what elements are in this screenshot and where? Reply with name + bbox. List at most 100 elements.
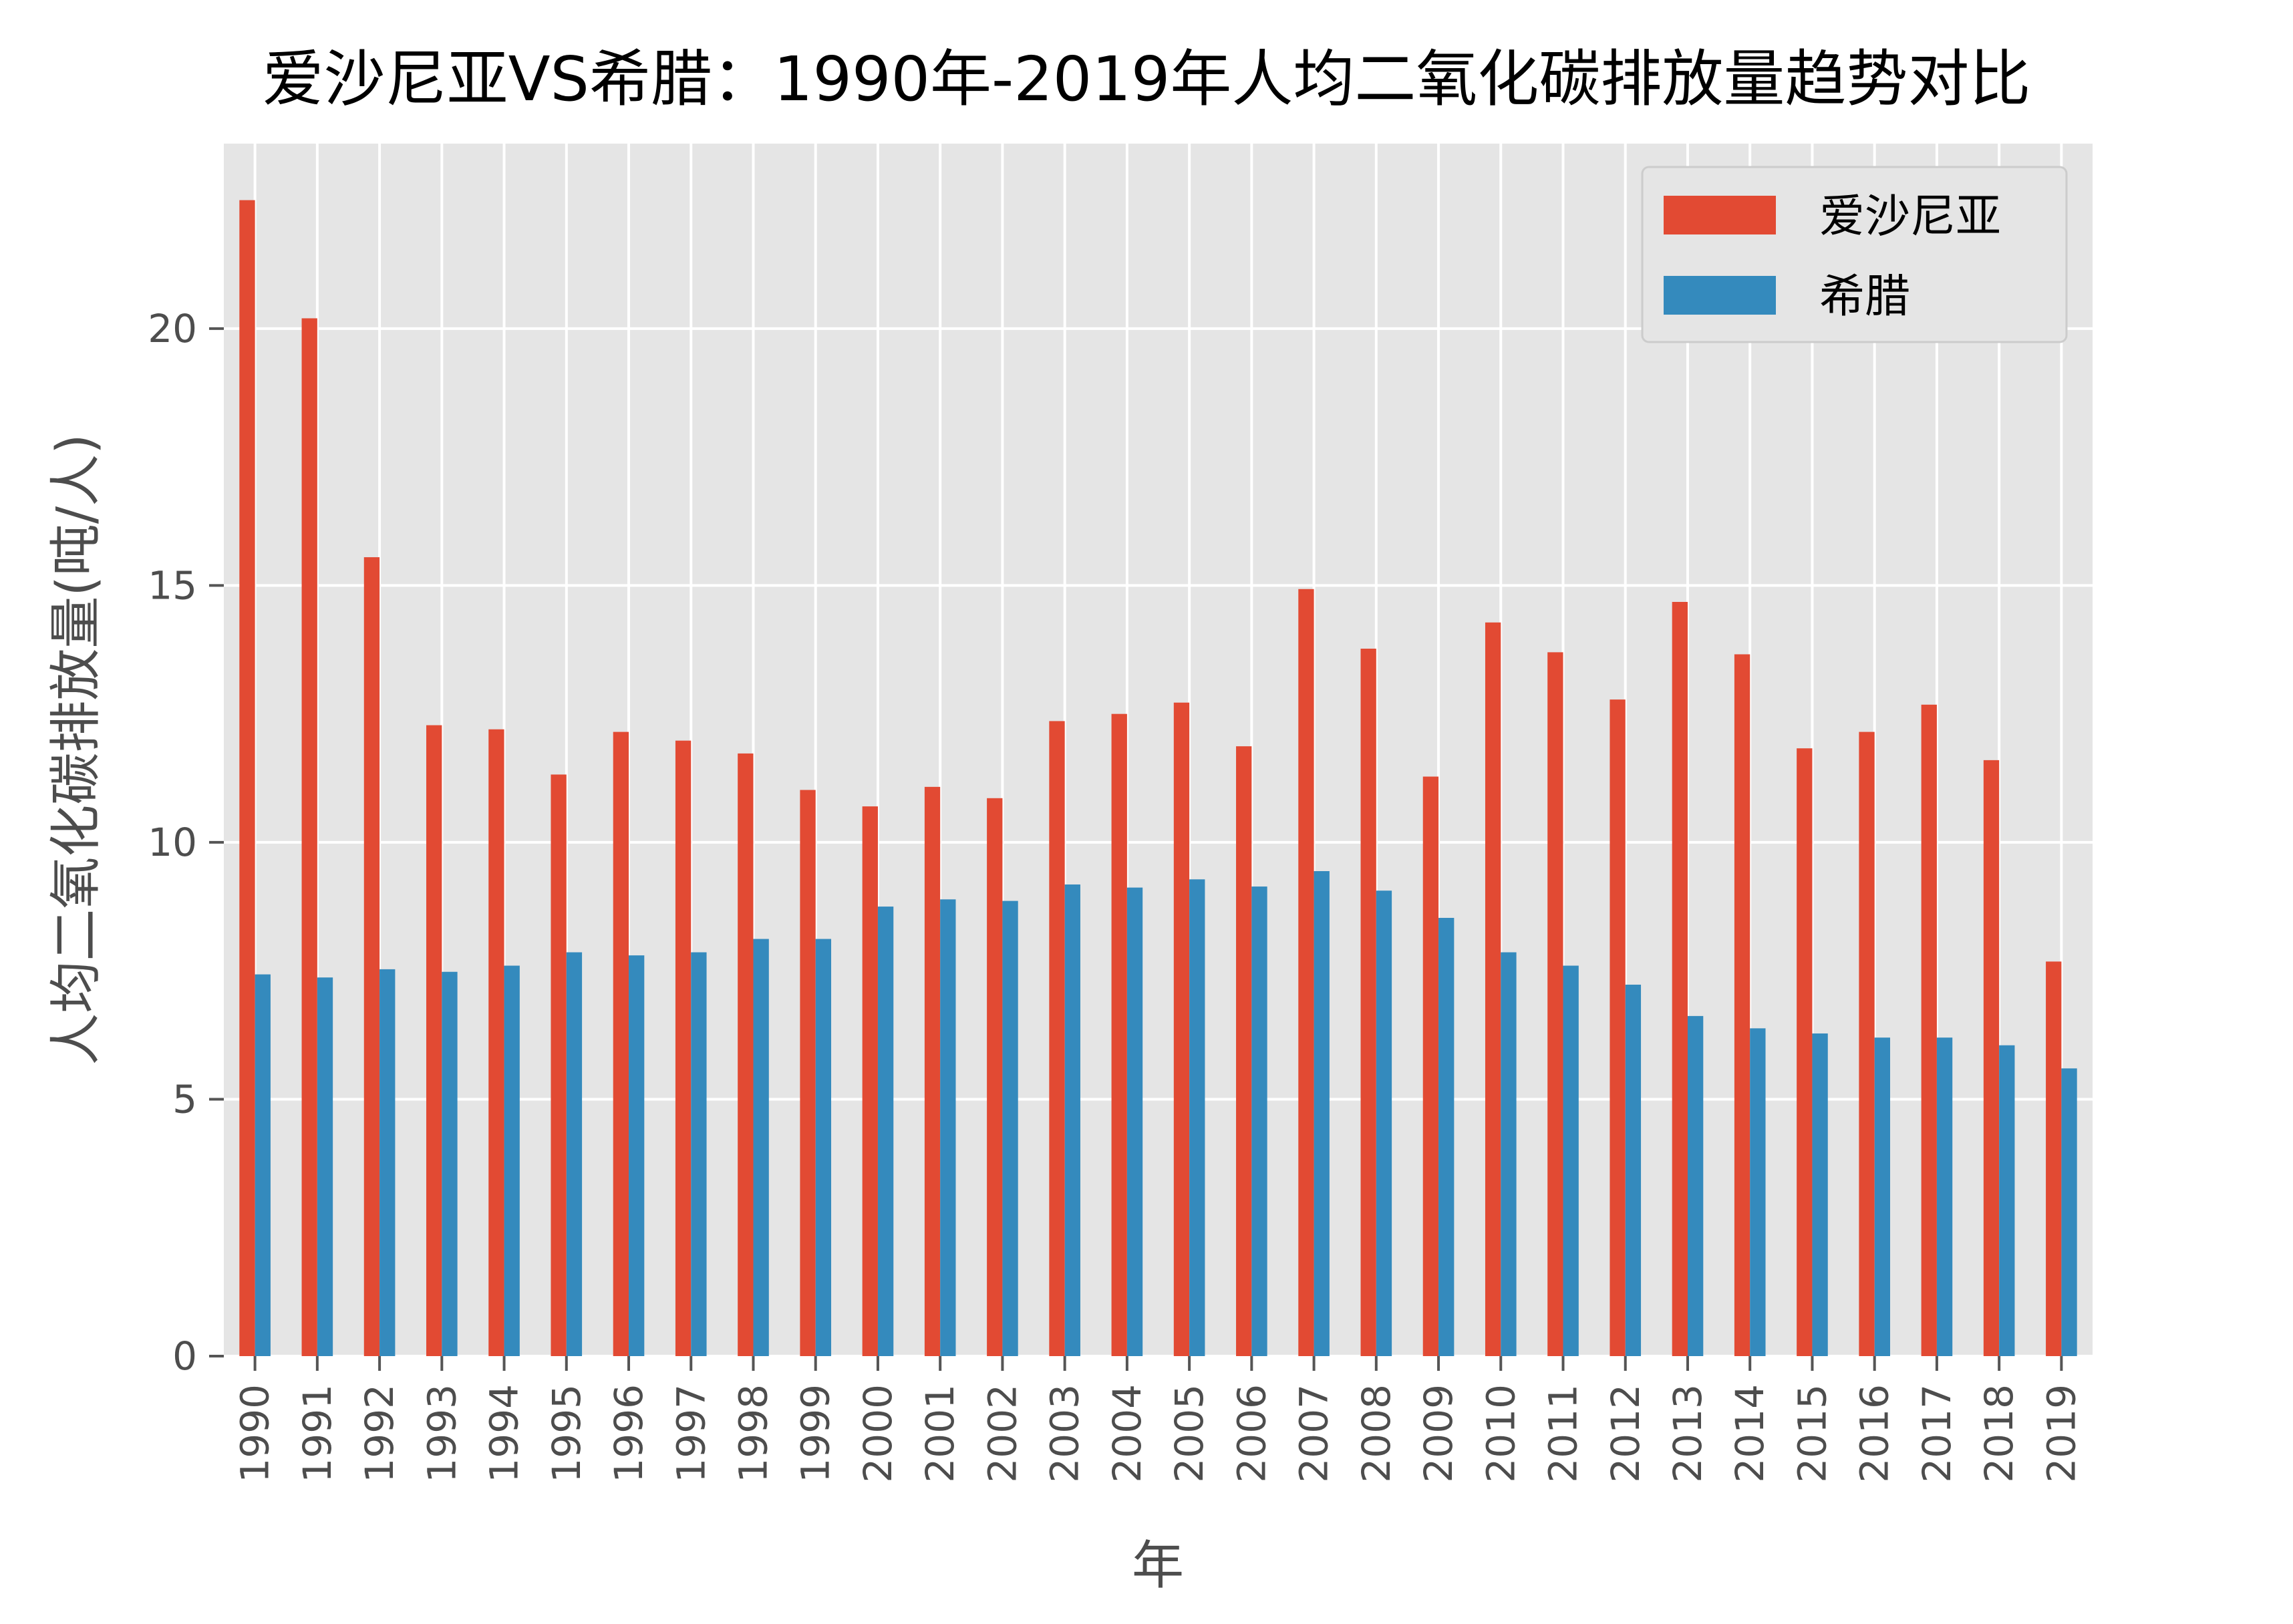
bar-greece-2013	[1687, 1015, 1704, 1356]
x-tick-label-2000: 2000	[855, 1384, 901, 1483]
bar-greece-1991	[317, 977, 333, 1356]
bar-estonia-1995	[551, 774, 567, 1356]
x-tick-label-1994: 1994	[482, 1384, 527, 1483]
bar-greece-2014	[1750, 1028, 1766, 1356]
bar-greece-2011	[1563, 965, 1579, 1356]
bar-greece-1995	[566, 952, 583, 1356]
x-tick-label-2019: 2019	[2038, 1384, 2084, 1483]
x-tick-label-1997: 1997	[668, 1384, 714, 1483]
bar-estonia-2016	[1859, 732, 1875, 1356]
bar-greece-2018	[1999, 1045, 2015, 1356]
x-tick-label-1993: 1993	[419, 1384, 464, 1483]
legend-swatch-estonia	[1664, 196, 1776, 234]
x-tick-label-1990: 1990	[233, 1384, 278, 1483]
bar-estonia-2019	[2046, 961, 2062, 1356]
bar-greece-2017	[1936, 1037, 1953, 1356]
bar-estonia-2007	[1298, 589, 1314, 1357]
y-tick-label-0: 0	[172, 1333, 197, 1379]
bar-greece-1990	[255, 974, 271, 1356]
x-tick-label-2010: 2010	[1478, 1384, 1523, 1483]
plot-area	[224, 144, 2093, 1356]
bar-estonia-2012	[1610, 699, 1626, 1356]
x-tick-label-2005: 2005	[1167, 1384, 1212, 1483]
bar-greece-2002	[1002, 901, 1018, 1356]
x-tick-label-1996: 1996	[606, 1384, 651, 1483]
bar-estonia-2003	[1049, 721, 1065, 1356]
bar-greece-2004	[1126, 887, 1143, 1356]
bar-estonia-2004	[1111, 713, 1127, 1356]
bar-greece-2007	[1314, 871, 1330, 1356]
x-tick-label-1999: 1999	[793, 1384, 838, 1483]
x-tick-label-2011: 2011	[1541, 1384, 1586, 1483]
bar-greece-2010	[1501, 952, 1517, 1356]
bar-estonia-1996	[613, 732, 629, 1356]
bar-estonia-1998	[738, 753, 754, 1356]
bar-greece-1997	[691, 952, 707, 1356]
bar-estonia-2015	[1797, 748, 1813, 1356]
bar-greece-1994	[504, 965, 520, 1356]
bar-greece-2000	[877, 907, 894, 1356]
legend: 爱沙尼亚 希腊	[1641, 166, 2068, 343]
x-tick-label-1992: 1992	[357, 1384, 402, 1483]
x-tick-label-2009: 2009	[1416, 1384, 1461, 1483]
y-axis-label: 人均二氧化碳排放量(吨/人)	[46, 434, 106, 1065]
x-axis: 1990 1991 1992 1993 1994 1995 1996 1997 1998 1999…	[233, 1356, 2084, 1483]
bar-estonia-2018	[1983, 760, 2000, 1356]
bar-estonia-2013	[1672, 602, 1688, 1356]
bars	[239, 200, 2077, 1357]
bar-greece-1993	[442, 971, 458, 1356]
bar-estonia-1997	[675, 740, 692, 1356]
x-axis-label: 年	[1132, 1536, 1184, 1596]
x-tick-label-2008: 2008	[1354, 1384, 1399, 1483]
x-tick-label-2017: 2017	[1914, 1384, 1960, 1483]
y-tick-label-5: 5	[172, 1076, 197, 1122]
bar-estonia-2005	[1173, 702, 1190, 1356]
bar-estonia-2014	[1734, 654, 1750, 1356]
bar-estonia-2011	[1547, 652, 1563, 1356]
bar-estonia-1991	[301, 318, 317, 1357]
bar-greece-1992	[379, 969, 396, 1356]
y-axis: 0 5 10 15 20	[148, 306, 224, 1379]
bar-estonia-1992	[363, 557, 380, 1356]
x-tick-label-2016: 2016	[1852, 1384, 1897, 1483]
bar-greece-2001	[940, 899, 956, 1356]
x-tick-label-2006: 2006	[1229, 1384, 1274, 1483]
bar-greece-2009	[1438, 917, 1455, 1356]
legend-label-estonia: 爱沙尼亚	[1819, 190, 2001, 243]
bar-estonia-1990	[239, 200, 255, 1357]
bar-estonia-2001	[924, 786, 941, 1356]
x-tick-label-2004: 2004	[1104, 1384, 1150, 1483]
x-tick-label-2012: 2012	[1603, 1384, 1648, 1483]
bar-greece-2003	[1064, 884, 1080, 1356]
bar-greece-2005	[1189, 879, 1205, 1356]
x-tick-label-1991: 1991	[295, 1384, 340, 1483]
legend-swatch-greece	[1664, 276, 1776, 315]
x-tick-label-2003: 2003	[1042, 1384, 1088, 1483]
x-tick-label-2014: 2014	[1727, 1384, 1773, 1483]
bar-estonia-2002	[987, 798, 1003, 1356]
bar-greece-1999	[815, 939, 832, 1356]
x-tick-label-2001: 2001	[917, 1384, 963, 1483]
y-tick-label-20: 20	[148, 306, 197, 351]
bar-greece-2006	[1251, 886, 1267, 1356]
bar-greece-2015	[1812, 1033, 1828, 1356]
bar-estonia-1993	[426, 725, 442, 1356]
bar-estonia-1999	[800, 790, 816, 1356]
bar-greece-2008	[1376, 890, 1392, 1356]
y-tick-label-10: 10	[148, 820, 197, 865]
y-tick-label-15: 15	[148, 562, 197, 608]
x-tick-label-1998: 1998	[730, 1384, 776, 1483]
legend-label-greece: 希腊	[1819, 271, 1910, 323]
bar-estonia-2010	[1485, 622, 1501, 1356]
bar-estonia-2006	[1236, 746, 1252, 1356]
bar-estonia-2009	[1422, 776, 1439, 1356]
x-tick-label-2002: 2002	[979, 1384, 1025, 1483]
bar-estonia-2017	[1921, 704, 1937, 1356]
bar-greece-2012	[1625, 984, 1642, 1356]
x-tick-label-2013: 2013	[1665, 1384, 1710, 1483]
x-tick-label-2007: 2007	[1291, 1384, 1337, 1483]
x-tick-label-2018: 2018	[1976, 1384, 2022, 1483]
x-tick-label-1995: 1995	[544, 1384, 589, 1483]
bar-greece-1998	[753, 939, 769, 1356]
